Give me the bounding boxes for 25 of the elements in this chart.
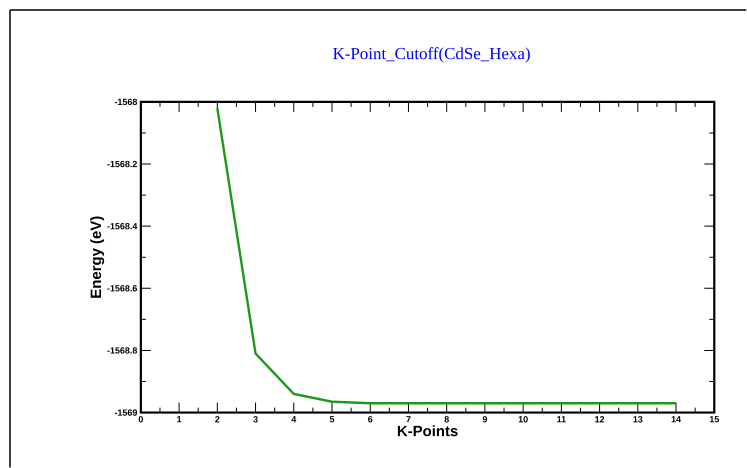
x-tick-label: 10	[518, 416, 528, 422]
y-tick-label: -1569	[114, 409, 138, 416]
x-tick-label: 15	[710, 416, 720, 422]
x-tick-label: 8	[444, 416, 449, 422]
x-tick-label: 11	[557, 416, 566, 422]
x-tick-label: 13	[633, 416, 642, 422]
y-tick-label: -1568.6	[107, 285, 138, 292]
y-tick-label: -1568.2	[107, 160, 137, 168]
x-tick-label: 4	[291, 416, 296, 422]
x-tick-label: 7	[406, 416, 411, 422]
x-tick-label: 14	[672, 416, 681, 422]
y-tick-label: -1568.8	[107, 347, 138, 354]
x-tick-label: 12	[595, 416, 604, 422]
x-tick-label: 3	[253, 416, 258, 422]
chart-title: K-Point_Cutoff(CdSe_Hexa)	[333, 47, 530, 63]
x-tick-label: 0	[138, 416, 143, 422]
y-axis-title: Energy (eV)	[90, 216, 104, 298]
x-tick-label: 2	[215, 416, 220, 422]
x-tick-label: 1	[177, 416, 182, 422]
x-tick-label: 9	[482, 416, 488, 422]
x-tick-label: 6	[368, 416, 372, 422]
x-tick-label: 5	[330, 416, 334, 422]
x-axis-title: K-Points	[398, 425, 458, 436]
y-tick-label: -1568	[114, 98, 138, 105]
y-tick-label: -1568.4	[107, 222, 138, 230]
